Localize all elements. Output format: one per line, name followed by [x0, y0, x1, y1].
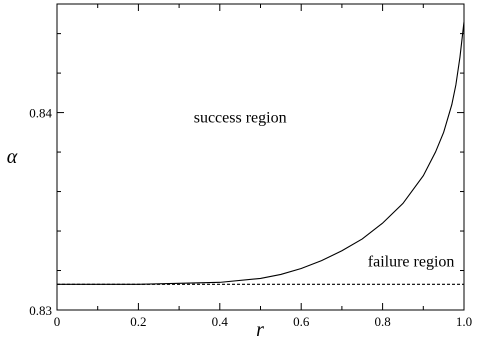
- y-tick-label: 0.83: [29, 303, 52, 318]
- x-tick-label: 0: [54, 314, 61, 329]
- x-tick-label: 0.6: [293, 314, 310, 329]
- region-label: failure region: [368, 254, 455, 271]
- axis-ticks: [56, 4, 465, 311]
- x-tick-label: 0.2: [130, 314, 146, 329]
- x-axis-title: r: [256, 319, 264, 341]
- x-tick-label: 0.4: [212, 314, 229, 329]
- x-tick-label: 1.0: [456, 314, 472, 329]
- series-layer: [57, 21, 465, 285]
- tick-labels: 0 0.2 0.4 0.6 0.8 1.0 0.83 0.84: [29, 106, 472, 329]
- y-tick-label: 0.84: [29, 106, 52, 121]
- y-axis-title: α: [7, 146, 18, 168]
- x-tick-label: 0.8: [374, 314, 390, 329]
- annotations: success region failure region: [194, 109, 455, 270]
- boundary-curve: [57, 21, 465, 285]
- region-label: success region: [194, 109, 287, 126]
